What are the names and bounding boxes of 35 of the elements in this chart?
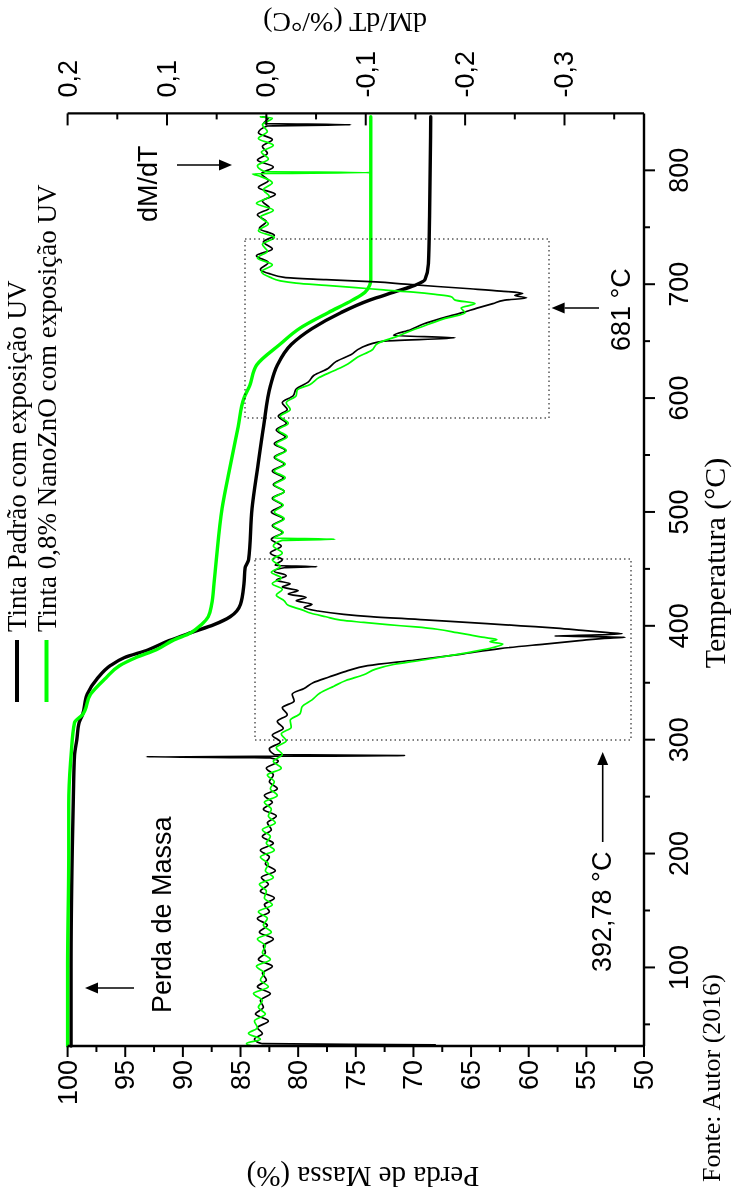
y-tick-label: 400 <box>664 603 694 649</box>
text: Tinta 0,8% NanoZnO com exposição UV <box>31 184 62 632</box>
y-tick-label: 700 <box>664 261 694 307</box>
x-tick-label: 85 <box>225 1060 256 1091</box>
y-tick-label: 500 <box>664 489 694 535</box>
x-axis-title: Perda de Massa (%) <box>246 1160 480 1193</box>
annotation: dM/dT <box>133 145 163 222</box>
annotation: Perda de Massa <box>146 815 177 1013</box>
annotation: 392,78 °C <box>587 851 617 972</box>
x-tick-label: 50 <box>629 1060 659 1091</box>
y-tick-label: 800 <box>664 147 694 193</box>
x2-tick-label: 0,1 <box>151 59 182 98</box>
x-tick-label: 55 <box>571 1060 602 1091</box>
y-tick-label: 300 <box>664 717 694 763</box>
x-tick-label: 65 <box>456 1060 487 1091</box>
x-tick-label: 90 <box>167 1060 198 1091</box>
y-tick-label: 100 <box>664 944 694 990</box>
source-note: Fonte: Autor (2016) <box>696 974 726 1182</box>
x-tick-label: 95 <box>110 1060 141 1091</box>
x2-axis-title: dM/dT (%/°C) <box>263 7 427 39</box>
x-tick-label: 80 <box>283 1060 314 1091</box>
y-tick-label: 600 <box>664 375 694 421</box>
text: Tinta Padrão com exposição UV <box>2 280 32 632</box>
x-tick-label: 100 <box>52 1060 83 1106</box>
x2-tick-label: 0,2 <box>52 59 83 98</box>
x-tick-label: 75 <box>340 1060 371 1091</box>
x-tick-label: 70 <box>398 1060 429 1091</box>
x2-tick-label: 0,0 <box>251 59 282 98</box>
y-tick-label: 200 <box>664 831 694 877</box>
y-axis-title: Temperatura (°C) <box>697 457 732 669</box>
x2-tick-label: -0,2 <box>450 50 481 98</box>
x2-tick-label: -0,1 <box>350 50 381 98</box>
annotation: 681 °C <box>606 268 636 351</box>
x-tick-label: 60 <box>513 1060 544 1091</box>
x2-tick-label: -0,3 <box>549 50 580 98</box>
